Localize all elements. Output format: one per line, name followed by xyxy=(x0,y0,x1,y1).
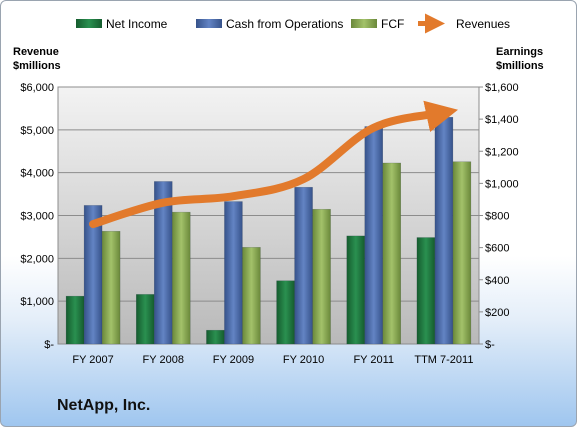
bar-fcf xyxy=(172,211,191,345)
bar-net-income xyxy=(346,235,365,345)
bar-fcf xyxy=(382,162,401,345)
bar-net-income xyxy=(65,295,85,345)
bar-net-income xyxy=(416,237,436,345)
x-tick-label: FY 2009 xyxy=(213,354,254,366)
right-axis-title-line2: $millions xyxy=(496,60,544,72)
legend-swatch xyxy=(196,19,222,28)
x-tick-label: FY 2011 xyxy=(353,354,394,366)
left-tick-label: $6,000 xyxy=(20,82,54,94)
left-axis-title: Revenue $millions xyxy=(13,45,61,73)
bar-net-income xyxy=(276,280,295,345)
bar-cash-from-operations xyxy=(224,201,243,345)
bar-fcf xyxy=(242,247,261,345)
legend-label: FCF xyxy=(381,17,404,31)
bars xyxy=(65,116,472,345)
right-tick-label: $600 xyxy=(485,243,509,255)
x-tick-label: FY 2010 xyxy=(283,354,324,366)
left-axis-title-line1: Revenue xyxy=(13,46,59,58)
bar-net-income xyxy=(136,294,155,345)
legend: Net Income Cash from Operations FCF Revenue… xyxy=(76,13,510,34)
right-tick-label: $800 xyxy=(485,211,509,223)
right-tick-label: $1,600 xyxy=(485,82,519,94)
bar-fcf xyxy=(101,230,121,345)
left-tick-label: $5,000 xyxy=(20,125,54,137)
right-tick-label: $1,400 xyxy=(485,114,519,126)
left-tick-label: $1,000 xyxy=(20,296,54,308)
right-axis-ticks: $- $200 $400 $600 $800 $1,000 $1,200 $1,400 $1,6… xyxy=(479,82,519,351)
right-tick-label: $400 xyxy=(485,275,509,287)
x-axis-ticks: FY 2007 FY 2008 FY 2009 FY 2010 FY 2011 TTM 7… xyxy=(72,354,473,366)
right-tick-label: $1,000 xyxy=(485,178,519,190)
left-tick-label: $4,000 xyxy=(20,168,54,180)
bar-cash-from-operations xyxy=(294,186,313,345)
bar-cash-from-operations xyxy=(364,126,383,345)
x-tick-label: FY 2008 xyxy=(143,354,184,366)
bar-net-income xyxy=(206,329,225,345)
bar-cash-from-operations xyxy=(434,116,454,345)
right-axis-title-line1: Earnings xyxy=(496,46,544,58)
revenue-line xyxy=(89,100,459,229)
left-axis-ticks: $- $1,000 $2,000 $3,000 $4,000 $5,000 $6,000 xyxy=(20,82,54,351)
right-tick-label: $1,200 xyxy=(485,146,519,158)
legend-swatch xyxy=(351,19,377,28)
left-axis-title-line2: $millions xyxy=(13,60,61,72)
left-tick-label: $2,000 xyxy=(20,253,54,265)
bar-fcf xyxy=(312,208,331,345)
x-tick-label: TTM 7-2011 xyxy=(414,354,473,366)
legend-label: Net Income xyxy=(106,17,168,31)
legend-label: Cash from Operations xyxy=(226,17,343,31)
company-name: NetApp, Inc. xyxy=(57,397,151,414)
legend-label: Revenues xyxy=(456,17,510,31)
x-tick-label: FY 2007 xyxy=(72,354,113,366)
bar-fcf xyxy=(452,161,472,345)
right-axis-title: Earnings $millions xyxy=(496,45,544,73)
left-tick-label: $- xyxy=(44,339,54,351)
revenues-series-line xyxy=(89,100,459,229)
legend-swatch xyxy=(76,19,102,28)
right-tick-label: $200 xyxy=(485,307,509,319)
left-tick-label: $3,000 xyxy=(20,211,54,223)
right-tick-label: $- xyxy=(485,339,495,351)
